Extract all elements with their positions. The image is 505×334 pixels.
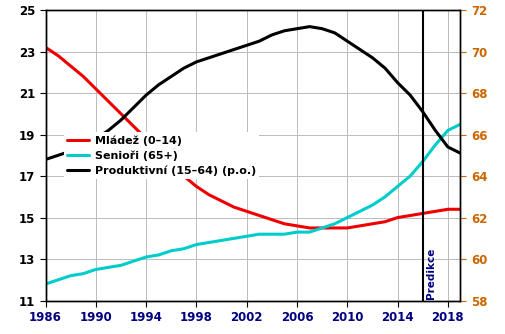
Text: Predikce: Predikce	[425, 247, 435, 299]
Legend: Mládež (0–14), Senioři (65+), Produktivní (15–64) (p.o.): Mládež (0–14), Senioři (65+), Produktivn…	[64, 132, 259, 179]
